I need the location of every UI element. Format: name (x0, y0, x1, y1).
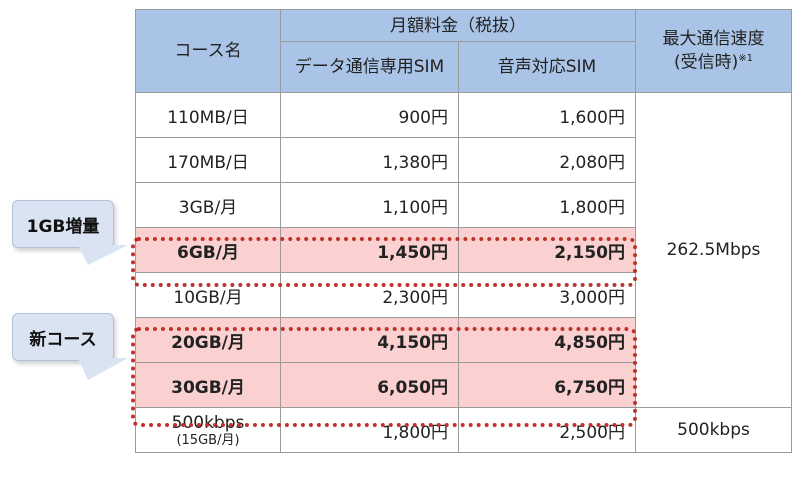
voice-sim-price: 6,750円 (458, 362, 636, 408)
data-sim-price: 1,450円 (280, 227, 459, 273)
data-sim-price: 1,800円 (280, 407, 459, 453)
header-max-speed-note: ※1 (738, 53, 753, 65)
voice-sim-price: 1,600円 (458, 92, 636, 138)
callout-1gb-increase-text: 1GB増量 (26, 216, 100, 237)
voice-sim-price: 3,000円 (458, 272, 636, 318)
course-cell: 20GB/月 (135, 317, 281, 363)
data-sim-price: 1,100円 (280, 182, 459, 228)
header-max-speed-line2: (受信時) (673, 52, 739, 73)
table-row-highlight: 6GB/月 1,450円 2,150円 (135, 227, 792, 273)
voice-sim-price: 4,850円 (458, 317, 636, 363)
header-data-sim: データ通信専用SIM (280, 41, 459, 93)
course-name: 500kbps (171, 412, 245, 433)
header-max-speed-line1: 最大通信速度 (662, 29, 765, 50)
table-row: 3GB/月 1,100円 1,800円 (135, 182, 792, 228)
course-cell: 30GB/月 (135, 362, 281, 408)
course-cell: 3GB/月 (135, 182, 281, 228)
data-sim-price: 900円 (280, 92, 459, 138)
speed-main-cell: 262.5Mbps (635, 92, 792, 408)
table-row: 170MB/日 1,380円 2,080円 (135, 137, 792, 183)
header-voice-sim: 音声対応SIM (458, 41, 636, 93)
voice-sim-price: 2,150円 (458, 227, 636, 273)
data-sim-price: 2,300円 (280, 272, 459, 318)
voice-sim-price: 2,080円 (458, 137, 636, 183)
speed-low-cell: 500kbps (635, 407, 792, 453)
course-cell: 6GB/月 (135, 227, 281, 273)
table-row: 110MB/日 900円 1,600円 262.5Mbps (135, 92, 792, 408)
course-cell: 110MB/日 (135, 92, 281, 138)
callout-1gb-increase-pointer (78, 245, 128, 265)
data-sim-price: 6,050円 (280, 362, 459, 408)
course-sub: (15GB/月) (176, 432, 240, 448)
callout-new-course-text: 新コース (29, 329, 97, 350)
data-sim-price: 4,150円 (280, 317, 459, 363)
table-row-highlight: 30GB/月 6,050円 6,750円 (135, 362, 792, 408)
callout-1gb-increase: 1GB増量 (12, 200, 114, 248)
header-monthly-fee: 月額料金（税抜） (280, 9, 636, 42)
header-max-speed: 最大通信速度 (受信時)※1 (635, 9, 792, 93)
voice-sim-price: 2,500円 (458, 407, 636, 453)
table-row: 10GB/月 2,300円 3,000円 (135, 272, 792, 318)
callout-new-course-pointer (78, 358, 128, 380)
course-cell: 170MB/日 (135, 137, 281, 183)
price-table: コース名 月額料金（税抜） 最大通信速度 (受信時)※1 データ通信専用SIM … (135, 9, 792, 453)
course-cell: 500kbps (15GB/月) (135, 407, 281, 453)
data-sim-price: 1,380円 (280, 137, 459, 183)
table-row-highlight: 20GB/月 4,150円 4,850円 (135, 317, 792, 363)
table-row: 500kbps (15GB/月) 1,800円 2,500円 500kbps (135, 407, 792, 453)
header-course: コース名 (135, 9, 281, 93)
callout-new-course: 新コース (12, 313, 114, 361)
course-cell: 10GB/月 (135, 272, 281, 318)
voice-sim-price: 1,800円 (458, 182, 636, 228)
